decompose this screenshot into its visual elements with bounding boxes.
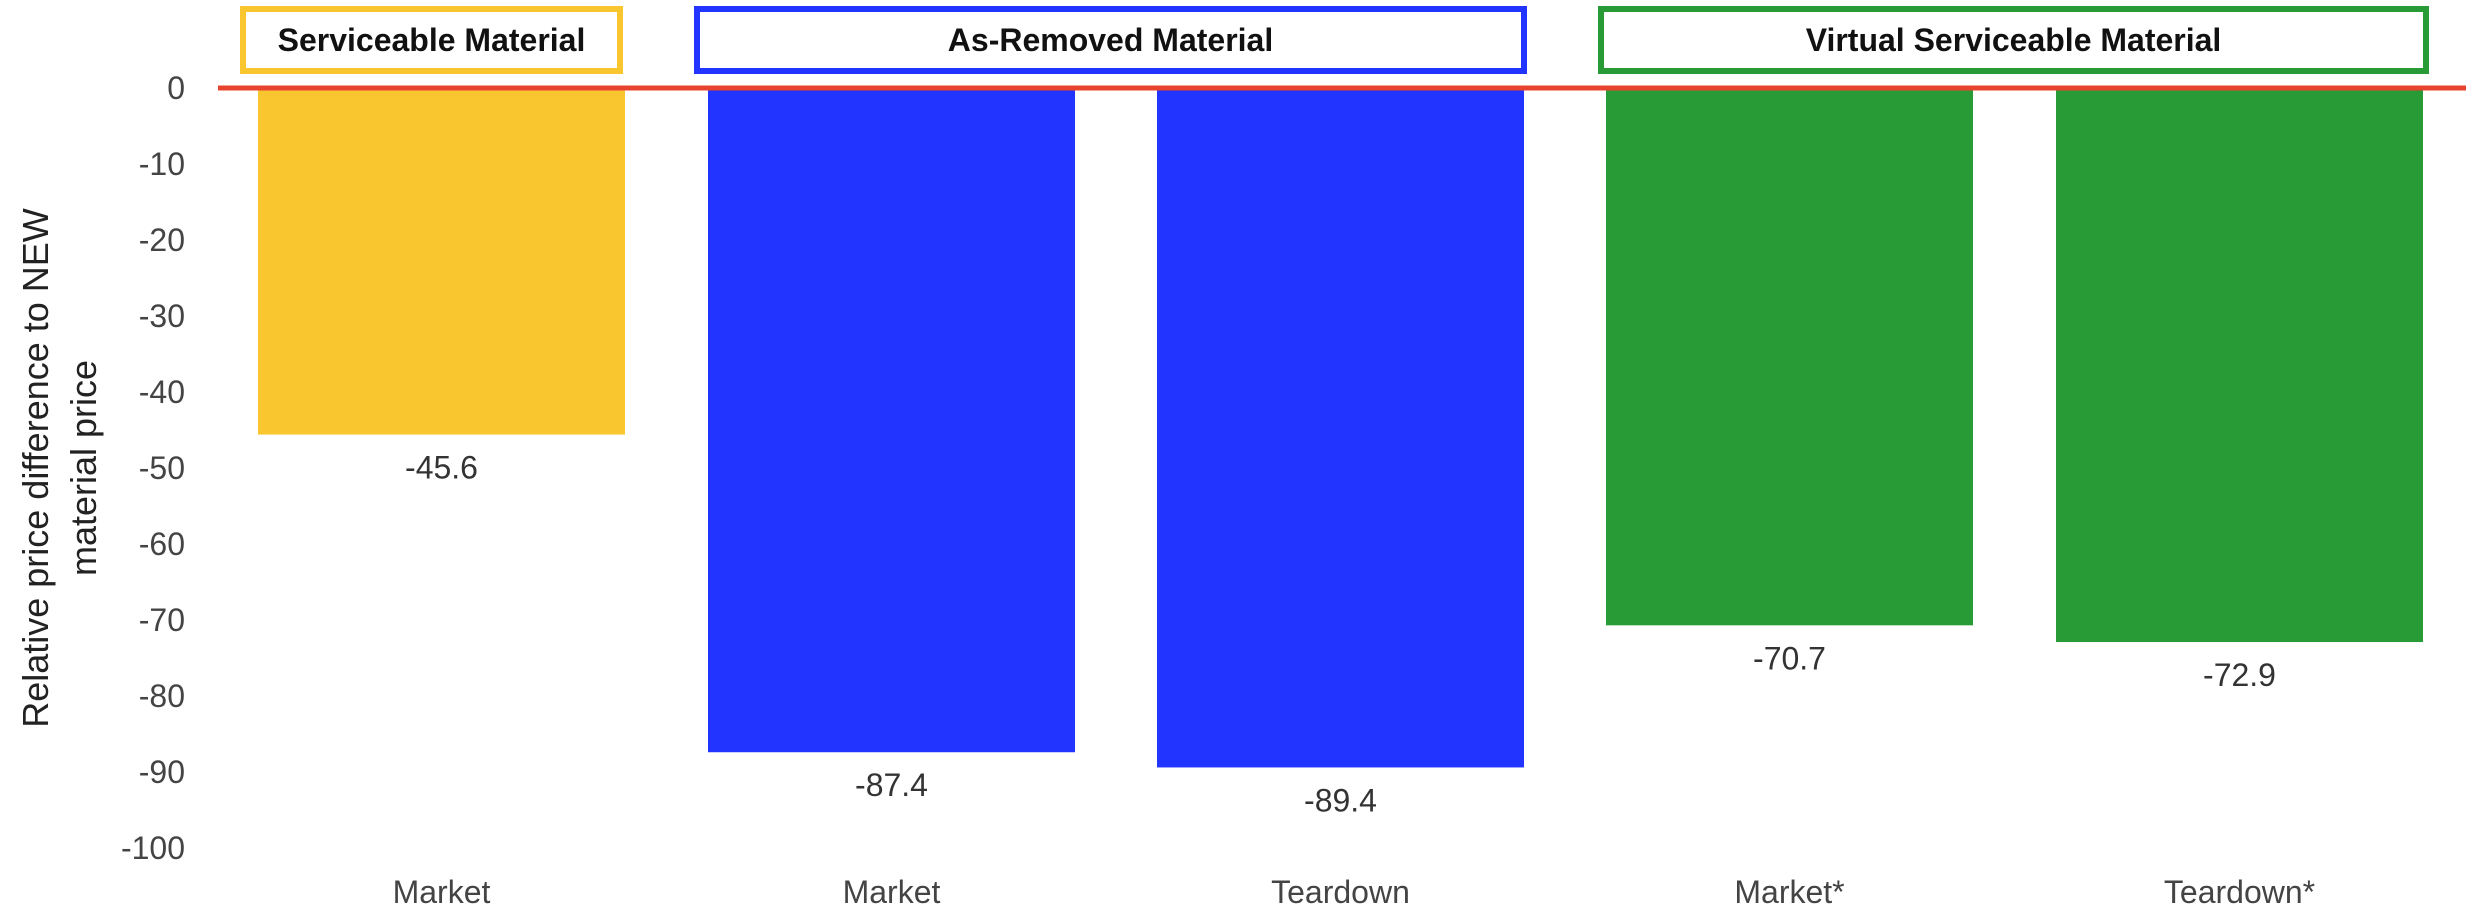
y-tick-label: -80 [139,678,185,714]
y-tick-label: -40 [139,374,185,410]
x-category-label: Market [843,874,941,910]
x-category-label: Teardown* [2164,874,2315,910]
y-tick-label: -20 [139,222,185,258]
data-label: -72.9 [2203,657,2276,693]
y-axis-ticks: 0 -10 -20 -30 -40 -50 -60 -70 -80 -90 -100 [121,70,185,866]
y-tick-label: -50 [139,450,185,486]
bar [258,88,625,435]
data-label: -87.4 [855,767,928,803]
y-tick-label: -100 [121,830,185,866]
bar [2056,88,2423,643]
y-tick-label: -30 [139,298,185,334]
data-label: -70.7 [1753,640,1826,676]
data-labels: -45.6 -87.4 -89.4 -70.7 -72.9 [405,450,2276,819]
x-category-label: Teardown [1271,874,1410,910]
y-tick-label: -90 [139,754,185,790]
y-axis-title: Relative price difference to NEW material… [15,208,104,728]
group-headers: Serviceable Material As-Removed Material V… [240,6,2429,74]
y-tick-label: -60 [139,526,185,562]
data-label: -89.4 [1304,782,1377,818]
x-category-label: Market [393,874,491,910]
group-header-label: Serviceable Material [278,22,586,58]
bar [708,88,1075,753]
bars [258,88,2423,768]
x-category-label: Market* [1734,874,1844,910]
y-tick-label: -70 [139,602,185,638]
y-axis-title-line: Relative price difference to NEW [15,208,56,728]
y-axis-title-line: material price [63,360,104,576]
group-header-box [240,6,623,74]
bar [1606,88,1973,626]
y-tick-label: -10 [139,146,185,182]
group-header-box [694,6,1527,74]
group-header-box [1598,6,2429,74]
group-header-label: As-Removed Material [948,22,1273,58]
x-axis-category-labels: Market Market Teardown Market* Teardown* [393,874,2316,910]
data-label: -45.6 [405,450,478,486]
y-tick-label: 0 [167,70,185,106]
bar [1157,88,1524,768]
group-header-label: Virtual Serviceable Material [1806,22,2222,58]
